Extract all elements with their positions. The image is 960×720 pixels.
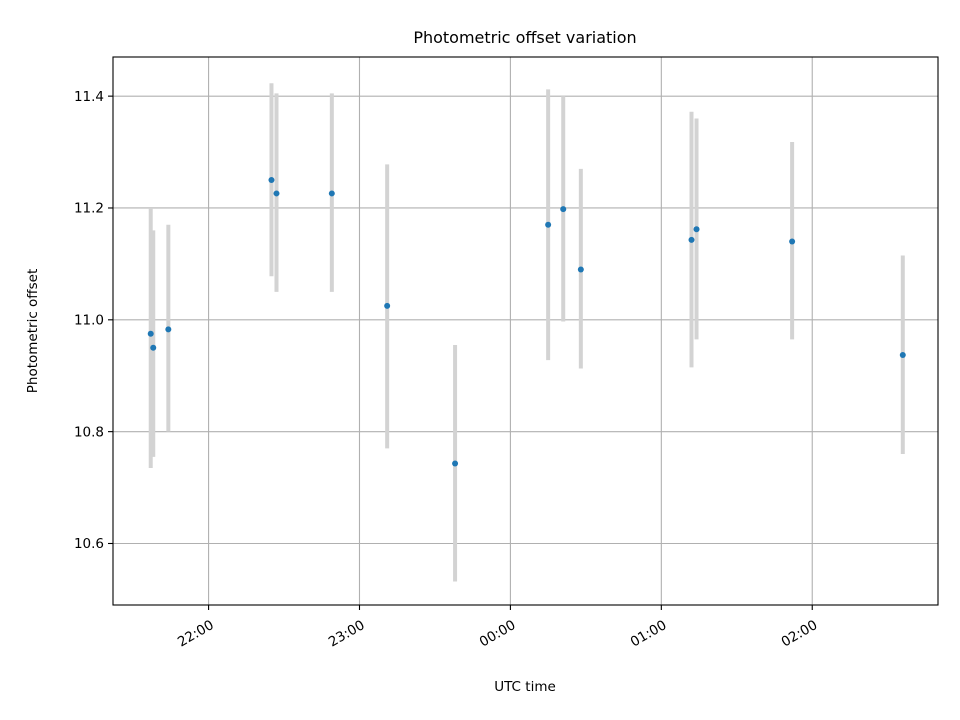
data-point: [150, 344, 157, 351]
data-points: [147, 177, 906, 467]
data-point: [789, 238, 796, 245]
data-point: [384, 302, 391, 309]
y-tick-label: 11.4: [74, 89, 104, 105]
data-point: [328, 190, 335, 197]
y-tick-label: 10.6: [74, 536, 104, 552]
data-point: [273, 190, 280, 197]
x-tick-label: 02:00: [779, 617, 821, 650]
data-point: [693, 226, 700, 233]
y-tick-label: 10.8: [74, 424, 104, 440]
x-tick-label: 23:00: [326, 617, 368, 650]
chart-title: Photometric offset variation: [413, 28, 636, 47]
x-axis: 22:00 23:00 00:00 01:00 02:00: [175, 605, 820, 650]
y-tick-label: 11.2: [74, 201, 104, 217]
plot-frame: [112, 56, 939, 606]
data-point: [165, 326, 172, 333]
x-tick-label: 22:00: [175, 617, 217, 650]
y-tick-label: 11.0: [74, 313, 104, 329]
y-axis: 10.6 10.8 11.0 11.2 11.4: [74, 89, 113, 552]
data-point: [452, 460, 459, 467]
grid: [113, 57, 938, 605]
data-point: [560, 206, 567, 213]
data-point: [577, 266, 584, 273]
x-tick-label: 01:00: [628, 617, 670, 650]
errorbars: [148, 83, 905, 582]
x-tick-label: 00:00: [477, 617, 519, 650]
x-axis-label: UTC time: [494, 679, 556, 695]
data-point: [688, 236, 695, 243]
data-point: [147, 330, 154, 337]
y-axis-label: Photometric offset: [25, 269, 41, 393]
data-point: [545, 221, 552, 228]
data-point: [268, 177, 275, 184]
data-point: [899, 352, 906, 359]
